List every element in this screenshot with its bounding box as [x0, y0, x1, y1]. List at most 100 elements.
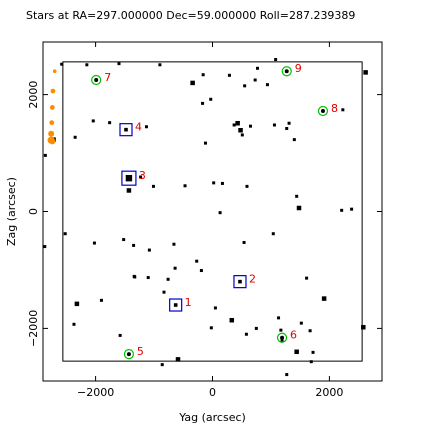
x-axis-label: Yag (arcsec)	[178, 411, 246, 424]
field-star	[299, 321, 303, 325]
field-star	[117, 62, 121, 66]
guide-circle	[276, 332, 288, 343]
offchip-star	[48, 130, 55, 137]
field-star	[175, 357, 181, 362]
field-star	[308, 329, 312, 333]
field-star	[285, 127, 289, 131]
field-star	[132, 243, 136, 247]
field-star	[212, 181, 216, 185]
field-star	[139, 175, 143, 179]
field-star	[146, 276, 150, 280]
field-star	[245, 184, 249, 188]
guide-star	[94, 77, 99, 82]
field-star	[277, 316, 281, 320]
acq-box	[233, 275, 247, 289]
field-star	[253, 78, 257, 82]
offchip-star	[52, 69, 57, 74]
field-star	[305, 276, 309, 280]
field-star	[151, 184, 155, 188]
field-star	[172, 242, 176, 246]
field-star	[173, 266, 177, 270]
guide-star	[280, 335, 285, 340]
field-star	[209, 97, 213, 101]
field-star	[190, 80, 195, 86]
chart-title: Stars at RA=297.000000 Dec=59.000000 Rol…	[26, 9, 355, 22]
field-star	[209, 326, 213, 330]
field-star	[74, 301, 80, 307]
field-star	[199, 269, 203, 273]
field-star	[144, 125, 148, 129]
acq-label: 2	[249, 273, 256, 286]
field-star	[126, 188, 132, 193]
field-star	[91, 119, 95, 123]
field-star	[213, 306, 217, 310]
acq-star	[124, 127, 128, 132]
field-star	[85, 63, 89, 67]
field-star	[271, 232, 275, 236]
field-star	[195, 259, 199, 263]
field-star	[232, 123, 236, 127]
guide-star	[284, 69, 289, 74]
field-star	[244, 332, 248, 336]
field-star	[350, 207, 354, 211]
acq-star	[238, 279, 242, 284]
field-star	[256, 66, 260, 70]
field-star	[203, 141, 207, 145]
y-tick-label: 0	[27, 208, 40, 215]
field-star	[238, 128, 243, 133]
field-star	[340, 208, 344, 212]
ccd-boundary	[62, 61, 363, 362]
acq-label: 1	[185, 296, 192, 309]
guide-label: 6	[290, 329, 297, 342]
field-star	[243, 84, 247, 88]
field-star	[201, 73, 205, 77]
acq-star	[173, 303, 178, 307]
field-star	[122, 238, 126, 242]
field-star	[220, 181, 224, 185]
guide-stars: 7 9 8 5 6	[91, 62, 338, 360]
field-star	[227, 73, 231, 77]
field-star	[43, 153, 47, 157]
offchip-star	[49, 120, 55, 126]
guide-label: 5	[137, 345, 144, 358]
acq-label: 4	[135, 121, 142, 134]
x-tick-label: −2000	[77, 386, 114, 399]
field-star	[292, 138, 296, 142]
field-star	[99, 298, 103, 302]
offchip-star	[49, 105, 55, 110]
guide-label: 9	[295, 62, 302, 75]
field-star	[229, 317, 235, 323]
x-tick-label: 2000	[315, 386, 343, 399]
field-star	[295, 194, 299, 198]
field-star	[132, 274, 136, 278]
field-star	[108, 121, 112, 125]
field-star	[287, 121, 291, 125]
field-star	[248, 124, 252, 128]
y-axis-label: Zag (arcsec)	[5, 177, 18, 246]
field-star	[72, 322, 76, 326]
y-tick-label: 2000	[27, 81, 40, 109]
field-star	[311, 350, 315, 354]
field-star	[254, 326, 258, 330]
guide-circle	[91, 74, 102, 86]
acq-box	[169, 298, 183, 312]
field-star	[201, 101, 205, 105]
field-star	[218, 211, 222, 215]
field-star	[321, 296, 327, 301]
guide-circle	[317, 105, 329, 117]
field-star	[183, 184, 187, 188]
field-star	[240, 133, 244, 137]
guide-label: 8	[331, 102, 338, 115]
field-star	[285, 373, 289, 377]
offchip-star	[50, 88, 56, 94]
field-star	[274, 58, 278, 62]
field-star	[43, 245, 47, 249]
field-star	[118, 333, 122, 337]
guide-star	[126, 352, 131, 357]
field-star	[160, 363, 164, 367]
guide-circle	[123, 349, 135, 360]
field-star	[279, 328, 283, 332]
field-star	[296, 205, 302, 211]
field-stars	[43, 58, 368, 377]
field-star	[60, 62, 64, 66]
